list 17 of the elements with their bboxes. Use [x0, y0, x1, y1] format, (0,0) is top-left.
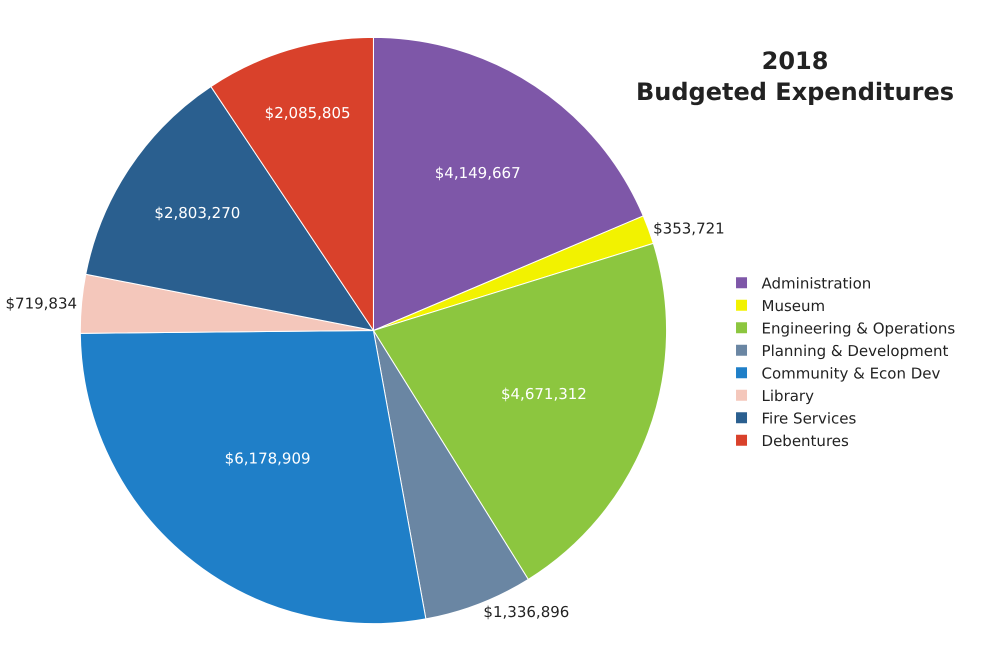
- text: 2018 Budgeted Expenditures: [636, 47, 954, 106]
- legend-label: Fire Services: [762, 410, 856, 428]
- data-label: $4,671,312: [500, 384, 587, 403]
- legend-label: Administration: [762, 274, 872, 293]
- legend-label: Museum: [762, 297, 826, 316]
- data-label: $1,336,896: [483, 602, 570, 621]
- data-label: $353,721: [653, 219, 725, 238]
- data-label: $4,149,667: [434, 164, 521, 182]
- legend-label: Planning & Development: [762, 342, 948, 360]
- legend-label: Community & Econ Dev: [762, 364, 941, 383]
- data-label: $719,834: [5, 294, 78, 313]
- data-label: $2,085,805: [264, 104, 351, 122]
- data-label: $2,803,270: [154, 204, 240, 222]
- data-label: $6,178,909: [224, 450, 311, 468]
- legend-label: Engineering & Operations: [762, 320, 956, 338]
- legend-label: Debentures: [762, 432, 850, 450]
- legend-label: Library: [762, 387, 814, 406]
